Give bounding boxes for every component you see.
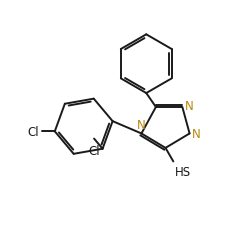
Text: N: N — [192, 127, 201, 140]
Text: Cl: Cl — [27, 125, 39, 138]
Text: N: N — [185, 99, 194, 112]
Text: HS: HS — [174, 165, 191, 178]
Text: N: N — [137, 118, 146, 131]
Text: Cl: Cl — [88, 144, 100, 157]
